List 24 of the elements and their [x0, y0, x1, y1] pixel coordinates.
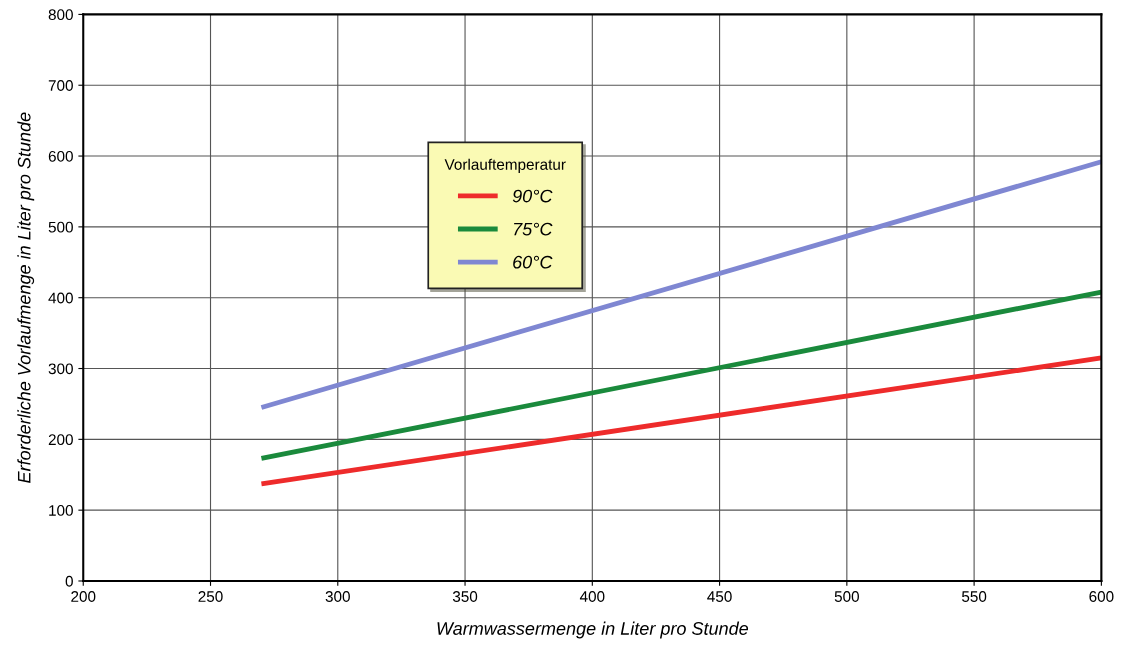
- y-tick-label: 400: [48, 292, 73, 304]
- y-tick-label: 800: [48, 9, 73, 21]
- x-tick-label: 400: [579, 591, 605, 602]
- x-tick-label: 500: [834, 591, 859, 602]
- x-tick-label: 600: [1089, 591, 1114, 602]
- x-axis-title: Warmwassermenge in Liter pro Stunde: [437, 621, 749, 639]
- y-tick-label: 700: [48, 80, 73, 91]
- y-axis-title: Erforderliche Vorlaufmenge in Liter pro Stunde: [17, 112, 35, 483]
- y-tick-label: 600: [48, 150, 73, 162]
- y-tick-label: 500: [48, 221, 73, 233]
- y-tick-label: 0: [65, 575, 73, 587]
- y-tick-label: 100: [49, 505, 73, 516]
- legend-label: 75°C: [514, 222, 553, 236]
- y-tick-label: 200: [48, 434, 73, 446]
- legend-label: 90°C: [512, 189, 553, 203]
- x-tick-label: 350: [452, 591, 478, 602]
- legend-label: 60°C: [513, 255, 553, 269]
- y-tick-label: 300: [48, 363, 73, 375]
- x-tick-label: 250: [198, 591, 223, 602]
- legend-title: Vorlauftemperatur: [444, 158, 566, 173]
- x-tick-label: 300: [325, 591, 350, 602]
- x-tick-label: 450: [707, 591, 732, 602]
- x-tick-label: 550: [961, 591, 987, 602]
- x-tick-label: 200: [71, 591, 96, 602]
